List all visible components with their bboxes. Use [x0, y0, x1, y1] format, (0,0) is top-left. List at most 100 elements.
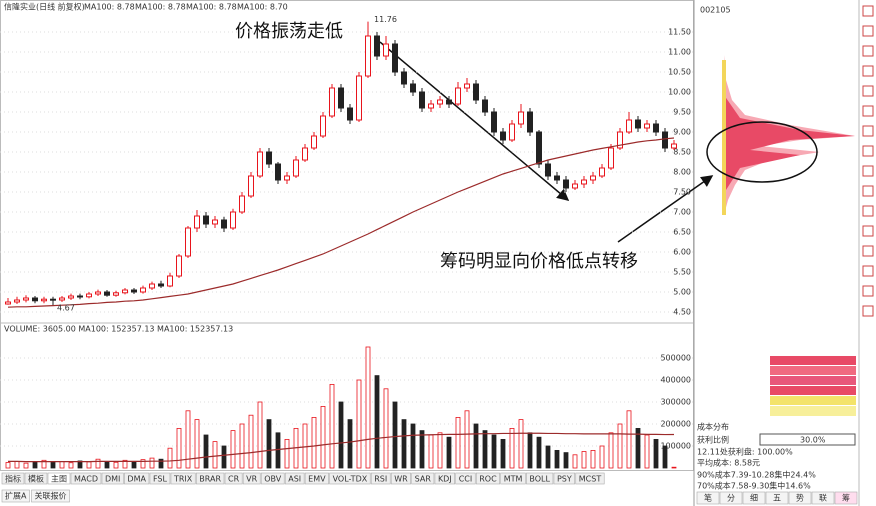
side-tab-label[interactable]: 联 — [819, 494, 827, 503]
side-tab[interactable] — [719, 491, 743, 505]
volume-bar — [167, 447, 173, 469]
tab[interactable] — [329, 472, 371, 485]
volume-bar — [257, 401, 263, 469]
side-tab-label[interactable]: 五 — [773, 494, 781, 503]
tab-label[interactable]: CCI — [459, 475, 473, 484]
tab[interactable] — [170, 472, 196, 485]
tab-label[interactable]: 扩展A — [5, 491, 27, 501]
tab[interactable] — [434, 472, 456, 485]
tab[interactable] — [575, 472, 605, 485]
tab-label[interactable]: 主图 — [51, 474, 67, 484]
tab[interactable] — [101, 472, 124, 485]
tab[interactable] — [1, 489, 30, 503]
tab[interactable] — [304, 472, 329, 485]
tab[interactable] — [24, 472, 48, 485]
tab-label[interactable]: DMA — [127, 475, 146, 484]
info-line: 90%成本7.39-10.28集中24.4% — [697, 470, 816, 480]
tab[interactable] — [553, 472, 576, 485]
side-tab[interactable] — [742, 491, 766, 505]
tab-label[interactable]: TRIX — [173, 475, 193, 484]
candle-body — [248, 175, 254, 197]
tab[interactable] — [370, 472, 391, 485]
tab-label[interactable]: MACD — [74, 475, 98, 484]
volume-bar — [5, 462, 11, 469]
side-tab[interactable] — [834, 491, 858, 505]
candle-body — [518, 111, 524, 125]
tab-label[interactable]: 指标 — [5, 474, 21, 484]
tab-label[interactable]: EMV — [308, 475, 326, 484]
tab[interactable] — [31, 489, 70, 503]
candle-body — [257, 151, 263, 177]
volume-bar — [464, 410, 470, 469]
tab[interactable] — [47, 472, 71, 485]
volume-bar — [446, 436, 452, 469]
chip-legend — [770, 356, 856, 416]
tab-label[interactable]: ROC — [479, 475, 497, 484]
annotation: 筹码明显向价格低点转移 — [440, 251, 638, 272]
tab[interactable] — [284, 472, 305, 485]
candle-body — [68, 295, 74, 299]
tab[interactable] — [149, 472, 171, 485]
candle-body — [284, 175, 290, 181]
info-line: 12.11处获利盘: 100.00% — [697, 447, 793, 457]
tab[interactable] — [500, 472, 526, 485]
tab-label[interactable]: FSL — [153, 475, 168, 484]
toolbar — [862, 5, 874, 317]
side-tab-label[interactable]: 分 — [727, 494, 735, 503]
tab[interactable] — [195, 472, 225, 485]
tab-label[interactable]: RSI — [374, 475, 387, 484]
side-tab[interactable] — [788, 491, 812, 505]
tab-label[interactable]: WR — [394, 475, 408, 484]
tab-label[interactable]: OBV — [264, 475, 282, 484]
tab[interactable] — [411, 472, 435, 485]
candle-body — [302, 147, 308, 161]
tab[interactable] — [70, 472, 102, 485]
volume-bar — [536, 436, 542, 469]
tab[interactable] — [390, 472, 411, 485]
tab-label[interactable]: VOL-TDX — [333, 475, 368, 484]
tab[interactable] — [475, 472, 500, 485]
tab-label[interactable]: ASI — [288, 475, 301, 484]
tab-label[interactable]: KDJ — [438, 475, 452, 484]
tab[interactable] — [124, 472, 150, 485]
volume-bar — [401, 419, 407, 469]
volume-bar — [104, 460, 110, 469]
volume-bar — [122, 459, 128, 469]
tab-label[interactable]: 模板 — [28, 474, 44, 484]
side-tab-label[interactable]: 细 — [750, 493, 758, 503]
tab-label[interactable]: CR — [228, 475, 240, 484]
tab[interactable] — [455, 472, 476, 485]
candle-body — [239, 195, 245, 213]
volume-bar — [545, 445, 551, 469]
tab-label[interactable]: BRAR — [199, 475, 221, 484]
tab-label[interactable]: BOLL — [529, 475, 550, 484]
tab[interactable] — [242, 472, 261, 485]
volume-bar — [500, 438, 506, 469]
tab[interactable] — [224, 472, 243, 485]
tab-label[interactable]: SAR — [415, 475, 432, 484]
side-tab[interactable] — [765, 491, 789, 505]
side-tab[interactable] — [811, 491, 835, 505]
side-tab[interactable] — [696, 491, 720, 505]
tab[interactable] — [260, 472, 285, 485]
ma-label: MA100: 8.78 — [135, 3, 186, 12]
tab-label[interactable]: DMI — [105, 475, 120, 484]
tab-label[interactable]: PSY — [557, 475, 572, 484]
tab[interactable] — [1, 472, 25, 485]
tab-label[interactable]: MCST — [579, 475, 602, 484]
side-tab-label[interactable]: 笔 — [704, 493, 712, 503]
volume-bar — [95, 458, 101, 469]
side-tab-label[interactable]: 筹 — [842, 493, 850, 503]
candle-body — [590, 175, 596, 181]
tab-label[interactable]: MTM — [504, 475, 523, 484]
tab-label[interactable]: VR — [246, 475, 257, 484]
tab[interactable] — [526, 472, 554, 485]
candle-body — [212, 219, 218, 225]
volume-bar — [266, 419, 272, 469]
y-tick-label: 11.50 — [668, 28, 691, 37]
tab-label[interactable]: 关联报价 — [34, 491, 66, 501]
candle-body — [626, 119, 632, 133]
volume-bar — [284, 438, 290, 469]
volume-bar — [590, 449, 596, 469]
side-tab-label[interactable]: 势 — [796, 493, 804, 503]
